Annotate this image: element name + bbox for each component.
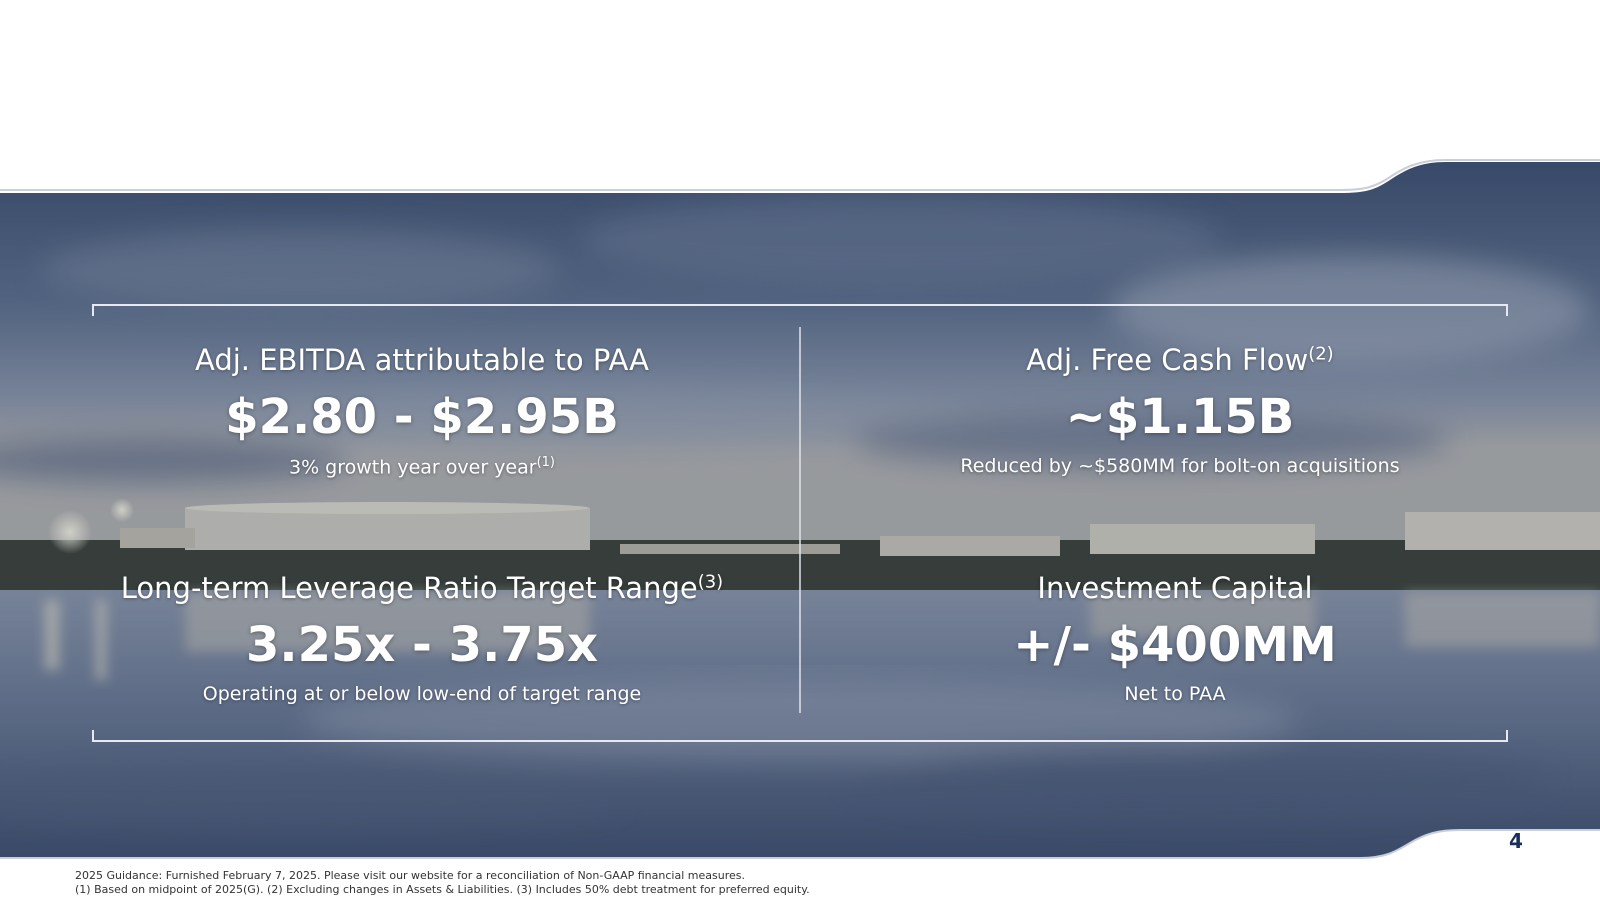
metric-label: Investment Capital xyxy=(825,571,1525,605)
metric-leverage-ratio: Long-term Leverage Ratio Target Range(3)… xyxy=(72,571,772,705)
metric-label: Long-term Leverage Ratio Target Range(3) xyxy=(72,571,772,605)
metric-label-text: Adj. EBITDA attributable to PAA xyxy=(195,343,649,377)
metric-value: 3.25x - 3.75x xyxy=(245,617,599,673)
metric-label: Adj. Free Cash Flow(2) xyxy=(830,343,1530,377)
metric-note: Reduced by ~$580MM for bolt-on acquisiti… xyxy=(830,455,1530,477)
metric-label-text: Investment Capital xyxy=(1037,571,1313,605)
footnote-ref: (2) xyxy=(1308,343,1334,365)
footnote-line-2: (1) Based on midpoint of 2025(G). (2) Ex… xyxy=(75,883,810,896)
footnote-ref: (1) xyxy=(536,455,555,470)
footnote-line-1: 2025 Guidance: Furnished February 7, 202… xyxy=(75,869,745,882)
metric-note: Operating at or below low-end of target … xyxy=(72,683,772,705)
metric-note: 3% growth year over year(1) xyxy=(72,455,772,478)
metric-note-text: 3% growth year over year xyxy=(289,456,537,479)
metric-note-text: Net to PAA xyxy=(1124,683,1226,705)
metric-label-text: Adj. Free Cash Flow xyxy=(1026,343,1309,377)
footnote-ref: (3) xyxy=(697,571,724,593)
metric-note: Net to PAA xyxy=(825,683,1525,705)
metric-label-text: Long-term Leverage Ratio Target Range xyxy=(120,571,698,605)
metric-value: ~$1.15B xyxy=(1065,389,1295,445)
page-number: 4 xyxy=(1509,829,1523,853)
metric-note-text: Operating at or below low-end of target … xyxy=(202,683,642,705)
metric-adj-free-cash-flow: Adj. Free Cash Flow(2) ~$1.15B Reduced b… xyxy=(830,343,1530,477)
metric-adj-ebitda: Adj. EBITDA attributable to PAA $2.80 - … xyxy=(72,343,772,478)
metric-label: Adj. EBITDA attributable to PAA xyxy=(72,343,772,377)
metric-value: +/- $400MM xyxy=(1013,617,1337,673)
page-title: 2025 Guidance Highlights xyxy=(82,50,739,104)
storage-tank-photo xyxy=(0,160,1600,860)
footnotes: 2025 Guidance: Furnished February 7, 202… xyxy=(75,869,810,897)
metric-investment-capital: Investment Capital +/- $400MM Net to PAA xyxy=(825,571,1525,705)
metric-value: $2.80 - $2.95B xyxy=(225,389,619,445)
metric-note-text: Reduced by ~$580MM for bolt-on acquisiti… xyxy=(960,455,1400,477)
